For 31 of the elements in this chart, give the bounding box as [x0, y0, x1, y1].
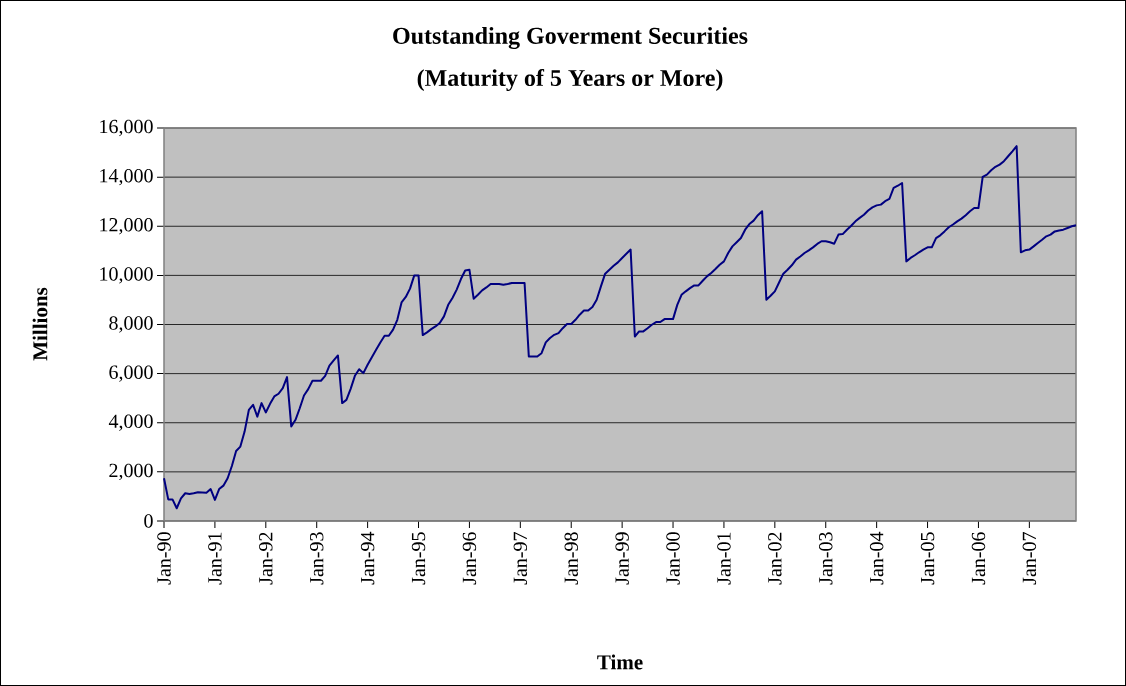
- x-tick-label: Jan-92: [259, 532, 273, 585]
- chart-subtitle: (Maturity of 5 Years or More): [417, 68, 723, 92]
- x-tick-label: Jan-00: [666, 532, 680, 585]
- x-tick-label: Jan-01: [717, 532, 731, 585]
- x-tick-label: Jan-95: [411, 532, 426, 585]
- x-axis-title: Time: [597, 654, 643, 670]
- chart-title: Outstanding Goverment Securities: [393, 27, 748, 49]
- x-tick-label: Jan-94: [360, 531, 375, 585]
- y-tick-label: 12,000: [100, 218, 153, 235]
- x-tick-label: Jan-05: [920, 532, 935, 585]
- y-tick-label: 16,000: [100, 119, 153, 137]
- y-tick-label: 4,000: [108, 414, 153, 431]
- x-tick-label: Jan-96: [462, 532, 477, 585]
- x-tick-label: Jan-06: [971, 532, 986, 585]
- x-tick-label: Jan-04: [869, 531, 884, 585]
- x-tick-label: Jan-07: [1022, 532, 1037, 585]
- y-tick-label: 8,000: [109, 316, 153, 333]
- y-axis-title: Millions: [32, 287, 48, 361]
- x-tick-label: Jan-90: [157, 532, 171, 585]
- x-tick-label: Jan-97: [513, 532, 528, 585]
- x-tick-label: Jan-02: [768, 532, 782, 585]
- x-tick-label: Jan-93: [310, 532, 324, 585]
- x-tick-label: Jan-03: [819, 532, 833, 585]
- y-tick-label: 0: [144, 514, 153, 528]
- x-tick-label: Jan-99: [615, 532, 629, 585]
- x-tick-label: Jan-98: [564, 532, 578, 585]
- y-tick-label: 6,000: [109, 365, 153, 382]
- x-tick-label: Jan-91: [208, 532, 222, 585]
- y-tick-label: 14,000: [100, 168, 153, 186]
- y-tick-label: 2,000: [109, 463, 153, 481]
- y-tick-label: 10,000: [100, 267, 153, 284]
